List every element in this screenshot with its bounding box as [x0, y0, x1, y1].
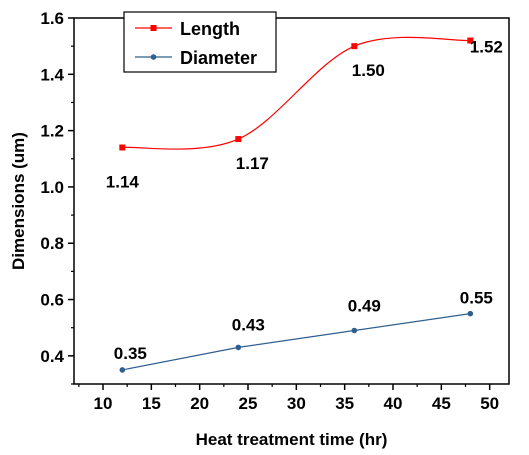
x-tick-label: 40 [384, 394, 403, 413]
data-label: 0.35 [114, 344, 147, 363]
data-point-length [235, 136, 242, 143]
plot-frame [73, 17, 510, 385]
data-point-diameter [235, 344, 242, 351]
y-tick-label: 1.0 [40, 178, 64, 197]
data-point-diameter [467, 310, 474, 317]
data-label: 0.55 [460, 289, 493, 308]
legend-box [123, 11, 277, 73]
series-line-length [122, 36, 471, 150]
data-label: 1.17 [236, 154, 269, 173]
legend-marker-diameter [150, 54, 157, 60]
data-point-diameter [119, 367, 126, 373]
legend-marker-length [150, 25, 157, 31]
y-tick-label: 1.4 [40, 65, 64, 84]
legend-label-diameter: Diameter [180, 48, 257, 68]
x-tick-label: 35 [335, 394, 354, 413]
y-tick-label: 0.6 [40, 291, 64, 310]
data-point-length [351, 43, 358, 50]
data-label: 1.52 [470, 38, 503, 57]
x-tick-label: 15 [142, 394, 161, 413]
data-label: 1.50 [352, 61, 385, 80]
x-tick-label: 10 [94, 394, 113, 413]
x-tick-label: 20 [190, 394, 209, 413]
y-tick-label: 1.6 [40, 9, 64, 28]
x-tick-label: 25 [239, 394, 258, 413]
data-label: 1.14 [106, 173, 140, 192]
x-tick-label: 45 [432, 394, 451, 413]
data-point-length [467, 37, 474, 44]
data-point-length [119, 144, 126, 151]
y-tick-label: 0.8 [40, 234, 64, 253]
x-tick-label: 30 [287, 394, 306, 413]
data-point-diameter [351, 327, 358, 334]
legend: Length Diameter [123, 11, 277, 73]
series-layer: 1.14 1.17 1.50 1.52 0.35 0.43 0.49 0.55 [106, 36, 503, 373]
x-axis-title: Heat treatment time (hr) [196, 430, 388, 449]
legend-label-length: Length [180, 19, 240, 39]
series-line-diameter [122, 313, 471, 371]
x-tick-label: 50 [480, 394, 499, 413]
y-tick-label: 1.2 [40, 122, 64, 141]
y-axis-title: Dimensions (um) [9, 132, 28, 270]
y-tick-label: 0.4 [40, 347, 64, 366]
data-label: 0.43 [232, 315, 265, 334]
plot-area: 10 15 20 25 30 35 40 45 50 0.4 0.6 0.8 1.0 1.2 1.4 1.6 [40, 9, 510, 413]
data-label: 0.49 [348, 297, 381, 316]
